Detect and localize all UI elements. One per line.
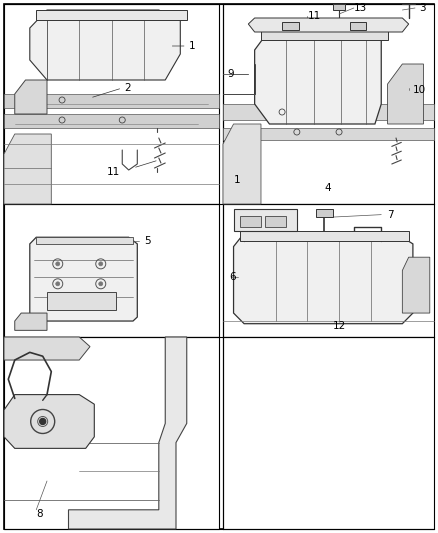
Polygon shape [223, 128, 434, 140]
Polygon shape [223, 124, 261, 204]
Circle shape [99, 262, 103, 266]
Text: 11: 11 [107, 167, 120, 177]
Polygon shape [4, 114, 219, 128]
Bar [316, 209, 333, 217]
Polygon shape [261, 30, 388, 40]
Polygon shape [15, 313, 47, 330]
Text: 10: 10 [413, 85, 426, 95]
Text: 13: 13 [354, 3, 367, 13]
Polygon shape [240, 231, 409, 241]
Bar [47, 292, 116, 310]
Bar [223, 4, 434, 204]
Polygon shape [4, 134, 51, 204]
Text: 4: 4 [324, 183, 331, 193]
Text: 7: 7 [388, 209, 394, 220]
Bar [233, 209, 297, 231]
Polygon shape [15, 80, 47, 114]
Text: 8: 8 [36, 508, 43, 519]
Polygon shape [233, 233, 413, 324]
Text: 12: 12 [333, 321, 346, 332]
Bar [4, 204, 219, 337]
Bar [223, 337, 434, 529]
Text: 6: 6 [230, 272, 236, 282]
Text: 1: 1 [189, 41, 195, 51]
Polygon shape [68, 337, 187, 529]
Polygon shape [30, 237, 137, 321]
Circle shape [40, 418, 46, 424]
Text: 5: 5 [144, 236, 150, 246]
Bar [4, 4, 219, 204]
Bar [240, 216, 261, 227]
Polygon shape [36, 10, 187, 20]
Text: 9: 9 [227, 69, 234, 79]
Polygon shape [333, 4, 346, 10]
Circle shape [99, 282, 103, 286]
Polygon shape [36, 237, 133, 244]
Polygon shape [4, 94, 219, 108]
Polygon shape [30, 10, 180, 80]
Polygon shape [4, 337, 90, 360]
Text: 1: 1 [233, 175, 240, 185]
Bar [350, 22, 367, 30]
Bar [265, 216, 286, 227]
Text: 2: 2 [124, 83, 131, 93]
Text: 11: 11 [307, 11, 321, 21]
Bar [4, 337, 219, 529]
Polygon shape [4, 394, 94, 448]
Polygon shape [388, 64, 424, 124]
Polygon shape [403, 257, 430, 313]
Polygon shape [223, 104, 434, 120]
Bar [282, 22, 299, 30]
Circle shape [56, 282, 60, 286]
Text: 3: 3 [419, 3, 426, 13]
Circle shape [56, 262, 60, 266]
Polygon shape [254, 30, 381, 124]
Polygon shape [248, 18, 409, 32]
Bar [223, 204, 434, 337]
